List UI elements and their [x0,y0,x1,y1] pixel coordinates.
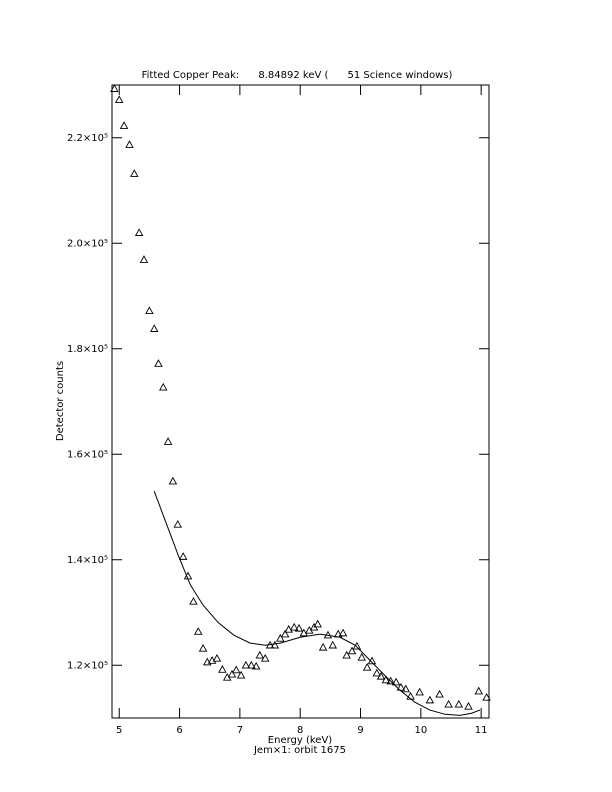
data-point [218,665,227,673]
data-point [391,677,401,686]
fit-line [153,491,481,716]
data-point [247,660,256,669]
y-tick-label: 1.8×10⁵ [67,344,108,355]
data-point [396,682,406,691]
data-point [294,623,304,632]
data-point [139,255,149,263]
x-tick-label: 10 [414,725,427,736]
data-point [227,669,237,678]
data-point [212,653,222,662]
data-point [482,693,491,701]
data-point [381,675,391,684]
data-point [474,686,484,695]
subtitle: Jem×1: orbit 1675 [253,745,346,756]
data-point [342,650,351,659]
data-point [159,382,168,391]
data-point [289,622,299,631]
data-point [362,662,372,671]
data-point [251,661,261,670]
data-point [231,665,241,674]
data-point [284,624,294,633]
data-point [193,627,203,635]
data-point [110,84,119,92]
data-point [130,169,139,177]
data-point [260,653,270,662]
data-point [338,628,348,637]
x-tick-label: 7 [237,725,243,736]
data-point [134,228,144,236]
chart-title: Fitted Copper Peak: 8.84892 keV ( 51 Sci… [142,70,453,81]
data-point [236,670,246,679]
data-point [125,140,134,148]
data-point [425,695,435,704]
data-point [328,640,338,649]
data-point [149,324,159,332]
x-tick-label: 6 [176,725,182,736]
data-point [415,687,424,696]
data-point [114,95,124,104]
data-point [464,701,473,710]
data-point [189,596,198,605]
data-point [276,633,285,642]
data-point [401,684,411,693]
data-point [119,121,129,129]
data-point [145,306,154,315]
data-point [168,476,178,485]
y-axis-label: Detector counts [55,361,66,441]
data-point [372,668,382,677]
x-axis-label: Energy (keV) [268,735,333,746]
data-point [255,650,265,659]
data-point [357,652,366,661]
data-point [241,660,251,669]
data-point [198,643,208,652]
x-tick-label: 9 [357,725,363,736]
data-point [376,671,386,680]
data-point [347,646,357,655]
data-point [454,699,464,708]
x-tick-label: 8 [297,725,303,736]
x-tick-label: 5 [116,725,122,736]
data-point [318,642,328,651]
data-point [270,640,280,649]
y-tick-label: 2.0×10⁵ [67,238,108,249]
y-tick-label: 1.6×10⁵ [67,449,108,460]
data-point [280,629,290,638]
data-point [444,699,453,708]
x-tick-label: 11 [475,725,488,736]
data-point [313,619,322,628]
data-point [154,359,163,367]
data-point [173,519,183,528]
y-tick-label: 1.2×10⁵ [67,660,108,671]
y-tick-label: 2.2×10⁵ [67,133,108,144]
data-point [178,552,188,560]
data-point [435,689,444,698]
data-point [163,437,173,445]
y-tick-label: 1.4×10⁵ [67,555,108,566]
data-point [386,676,395,685]
